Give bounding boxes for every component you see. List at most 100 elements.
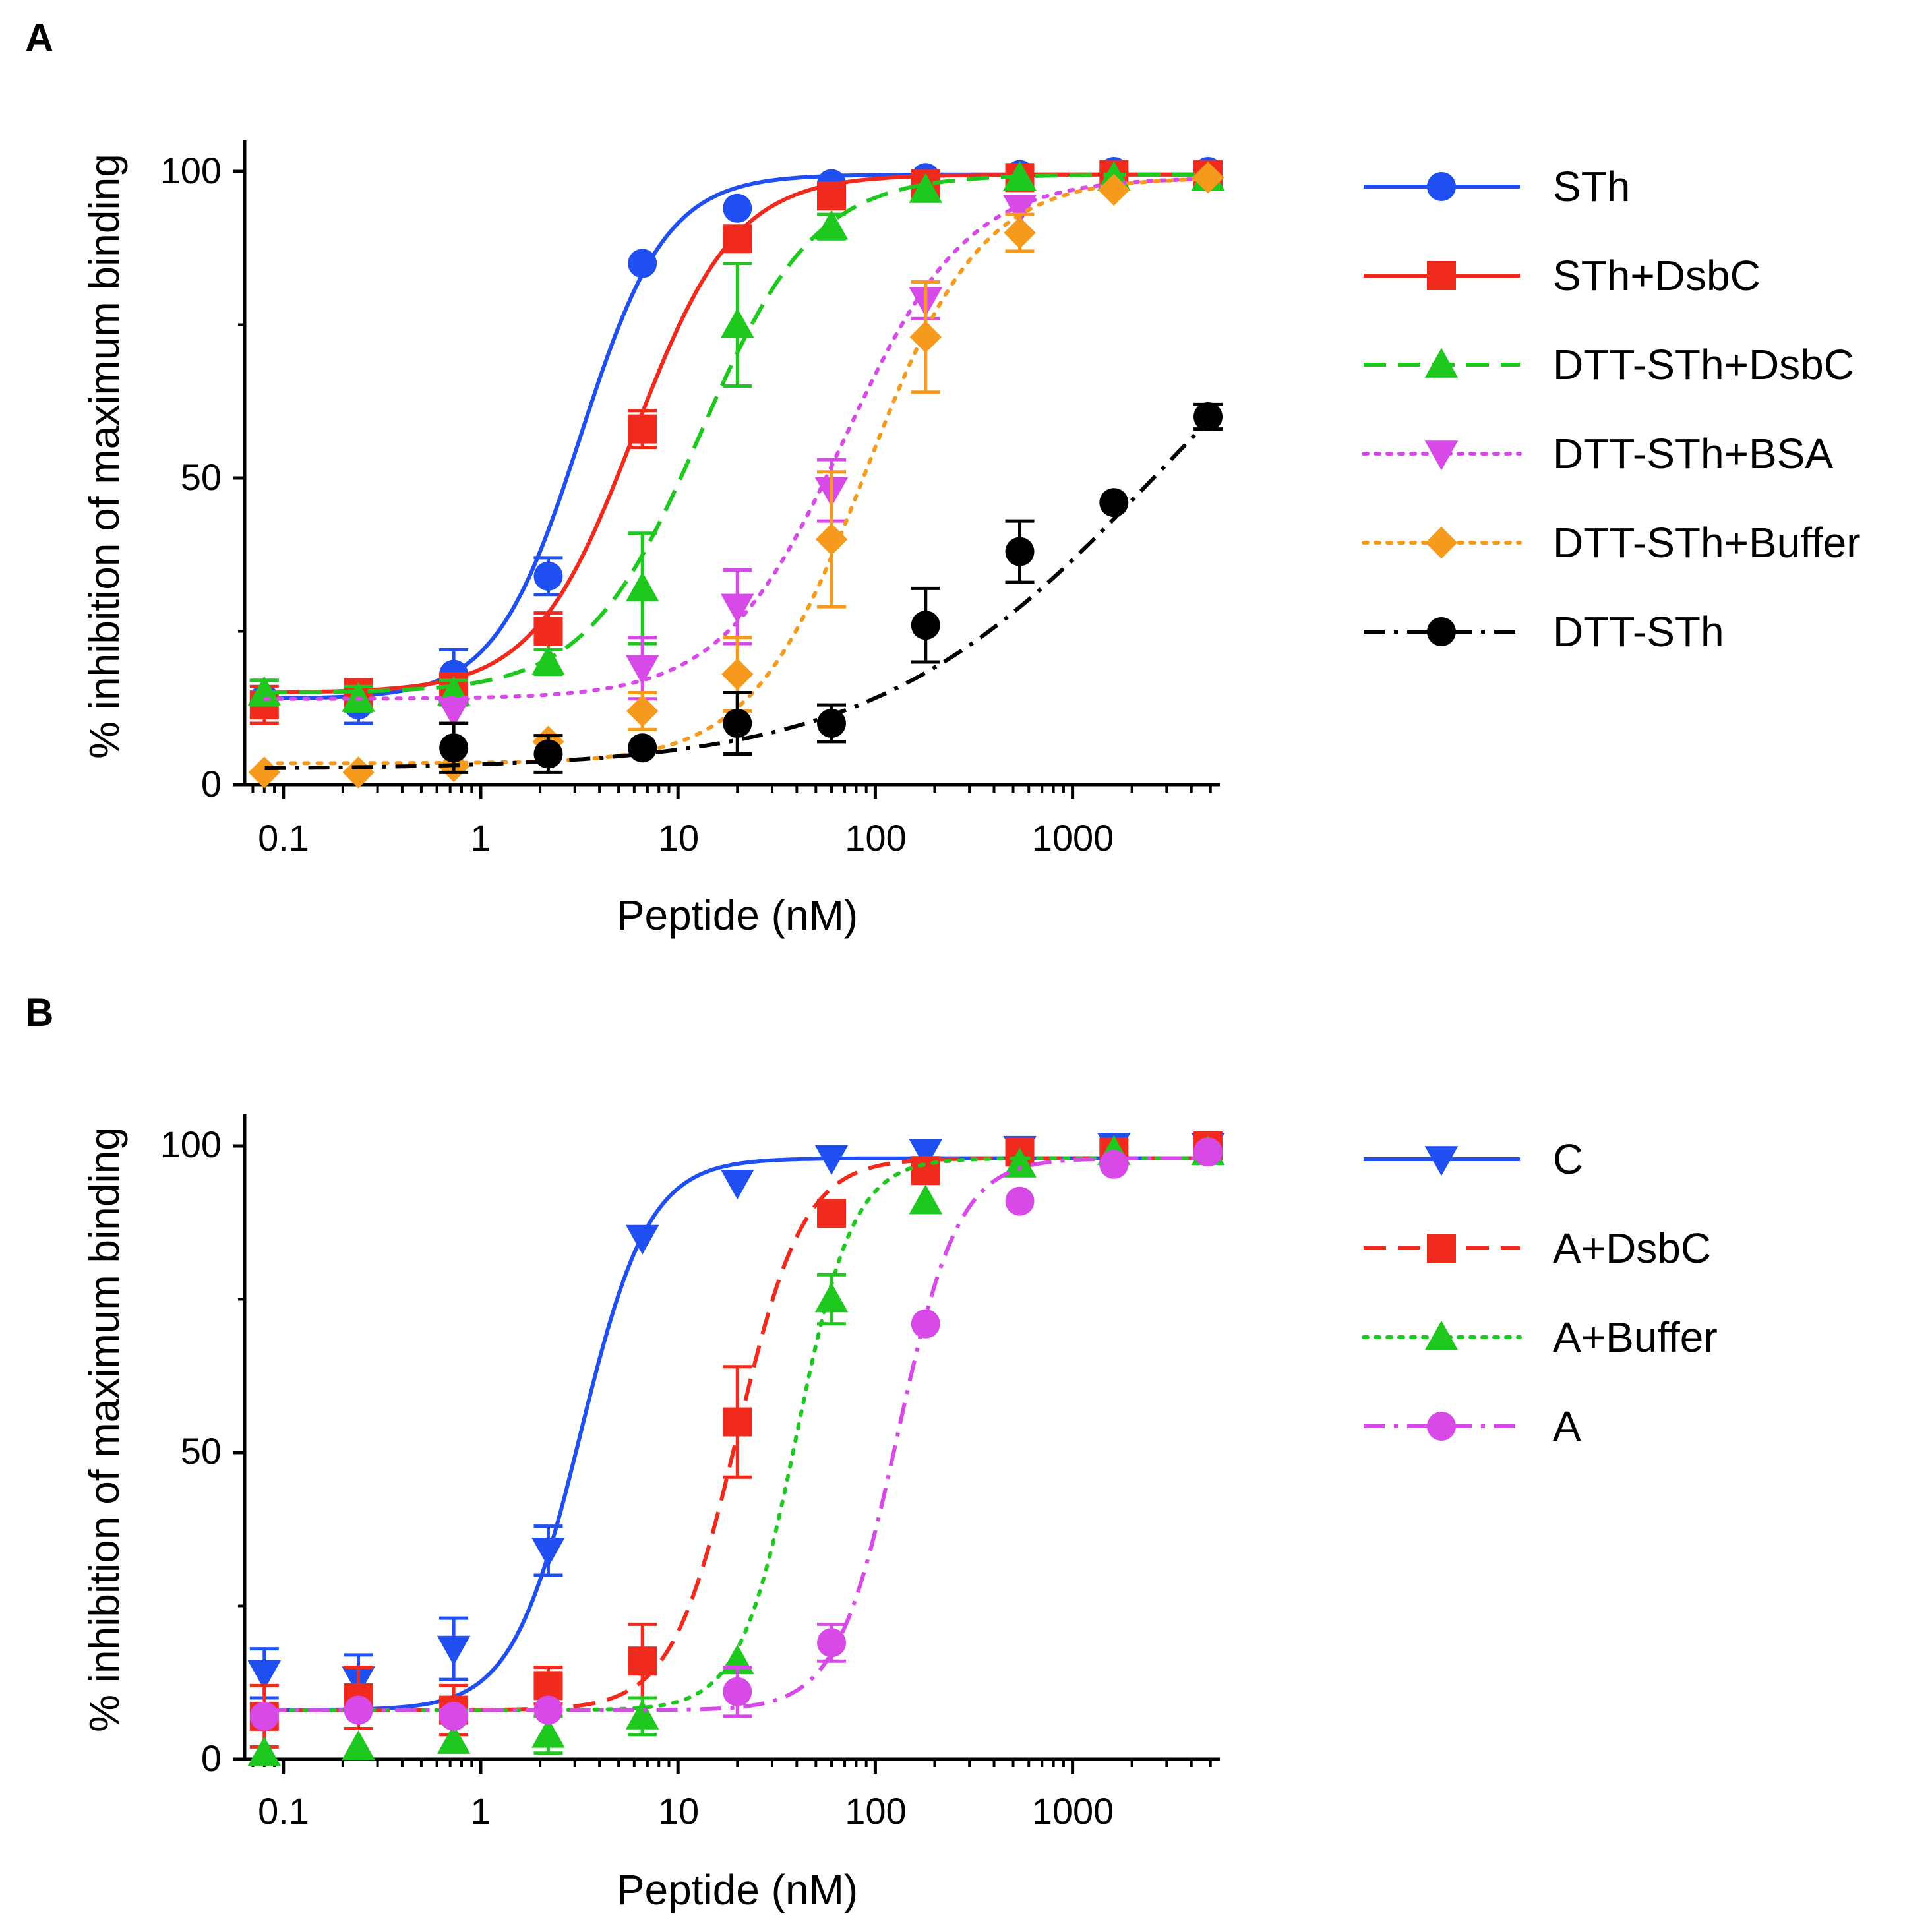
panel-b-y-tick-label: 50	[181, 1430, 222, 1472]
data-point	[723, 224, 752, 254]
data-point	[1003, 161, 1037, 191]
data-point	[533, 1695, 563, 1725]
panel-b-y-axis-title: % inhibition of maximum binding	[80, 1127, 128, 1732]
panel-b-x-axis-title: Peptide (nM)	[617, 1866, 858, 1913]
data-point	[1099, 488, 1129, 518]
data-point	[247, 676, 282, 706]
data-point	[1193, 402, 1223, 431]
data-point	[531, 1538, 565, 1568]
panel-a-x-tick-label: 1	[470, 817, 491, 859]
data-point	[909, 1184, 943, 1215]
data-point	[533, 561, 563, 591]
panel-a-letter: A	[25, 16, 53, 60]
data-point	[815, 523, 848, 556]
data-point	[720, 308, 754, 338]
data-point	[625, 1699, 659, 1730]
legend-marker	[1424, 1320, 1459, 1350]
data-point	[1192, 162, 1224, 194]
legend-label-dtt-sth-buffer: DTT-STh+Buffer	[1553, 519, 1861, 566]
data-point	[248, 756, 281, 789]
panel-a-y-tick-label: 0	[201, 763, 222, 804]
legend-label-sth-dsbc: STh+DsbC	[1553, 252, 1761, 299]
data-point	[1099, 1149, 1129, 1179]
data-point	[911, 611, 940, 640]
data-point	[1098, 173, 1130, 206]
fit-curve	[262, 1156, 1213, 1712]
data-point	[628, 249, 657, 278]
data-point	[439, 733, 469, 763]
data-point	[814, 210, 849, 240]
legend-label-dtt-sth-bsa: DTT-STh+BSA	[1553, 430, 1833, 477]
data-point	[723, 1407, 752, 1437]
data-point	[437, 698, 471, 728]
data-point	[439, 1701, 469, 1731]
panel-a-axes	[233, 140, 1220, 799]
panel-a-x-tick-label: 1000	[1032, 817, 1114, 859]
panel-b-y-tick-label: 100	[160, 1124, 222, 1165]
panel-a-x-tick-label: 0.1	[258, 817, 309, 859]
panel-b-x-tick-label: 1000	[1032, 1790, 1114, 1832]
panel-b-x-tick-label: 1	[470, 1790, 491, 1832]
legend-marker	[1427, 172, 1456, 201]
data-point	[814, 1282, 849, 1313]
panel-b-x-tick-label: 10	[658, 1790, 699, 1832]
data-point	[723, 1677, 752, 1706]
panel-b-x-tick-label: 0.1	[258, 1790, 309, 1832]
data-point	[814, 1145, 849, 1175]
legend-marker	[1427, 1234, 1456, 1263]
data-point	[344, 1695, 373, 1725]
data-point	[249, 1701, 279, 1731]
legend-label-dtt-sth: DTT-STh	[1553, 608, 1724, 655]
legend-label-c: C	[1553, 1135, 1583, 1183]
panel-b-axes	[233, 1114, 1220, 1774]
series-a	[249, 1137, 1223, 1731]
data-point	[628, 733, 657, 763]
data-point	[533, 1671, 563, 1701]
data-point	[437, 1724, 471, 1754]
data-point	[533, 617, 563, 646]
data-point	[909, 1139, 943, 1169]
data-point	[625, 655, 659, 685]
data-point	[437, 1635, 471, 1666]
data-point	[817, 1628, 847, 1658]
panel-a-y-axis-title: % inhibition of maximum binding	[80, 154, 128, 759]
panel-a: A % inhibition of maximum binding Peptid…	[25, 16, 1861, 939]
data-point	[723, 709, 752, 738]
legend-marker	[1424, 347, 1459, 378]
data-point	[247, 1736, 282, 1766]
panel-a-y-tick-label: 100	[160, 150, 222, 191]
panel-b: B % inhibition of maximum binding Peptid…	[25, 990, 1718, 1913]
data-point	[531, 645, 565, 675]
legend-marker	[1427, 1412, 1456, 1441]
panel-b-x-tick-label: 100	[845, 1790, 906, 1832]
legend-marker	[1424, 1146, 1459, 1176]
data-point	[1005, 537, 1035, 566]
legend-label-a-dsbc: A+DsbC	[1553, 1224, 1711, 1272]
panel-a-x-axis-title: Peptide (nM)	[617, 891, 858, 939]
data-point	[247, 1660, 282, 1691]
data-point	[723, 193, 752, 223]
data-point	[625, 572, 659, 602]
panel-a-y-tick-label: 50	[181, 456, 222, 498]
data-point	[626, 695, 659, 727]
data-point	[625, 1224, 659, 1255]
panel-a-x-tick-label: 10	[658, 817, 699, 859]
legend-label-sth: STh	[1553, 163, 1630, 210]
data-point	[1193, 1137, 1223, 1167]
panel-a-legend: STh STh+DsbC DTT-STh+DsbC DTT-STh+BSA DT…	[1362, 163, 1861, 655]
data-point	[909, 320, 942, 353]
panel-b-y-tick-label: 0	[201, 1737, 222, 1779]
panel-b-letter: B	[25, 990, 53, 1035]
data-point	[531, 1718, 565, 1748]
data-point	[1003, 195, 1037, 226]
legend-label-a-buffer: A+Buffer	[1553, 1313, 1718, 1361]
data-point	[1004, 216, 1036, 249]
data-point	[911, 1309, 940, 1339]
fit-curve	[264, 417, 1212, 770]
data-point	[721, 658, 754, 690]
data-point	[342, 756, 375, 789]
panel-b-plot-area	[247, 1131, 1225, 1766]
data-point	[533, 739, 563, 769]
series-dtt-sth	[264, 402, 1223, 774]
